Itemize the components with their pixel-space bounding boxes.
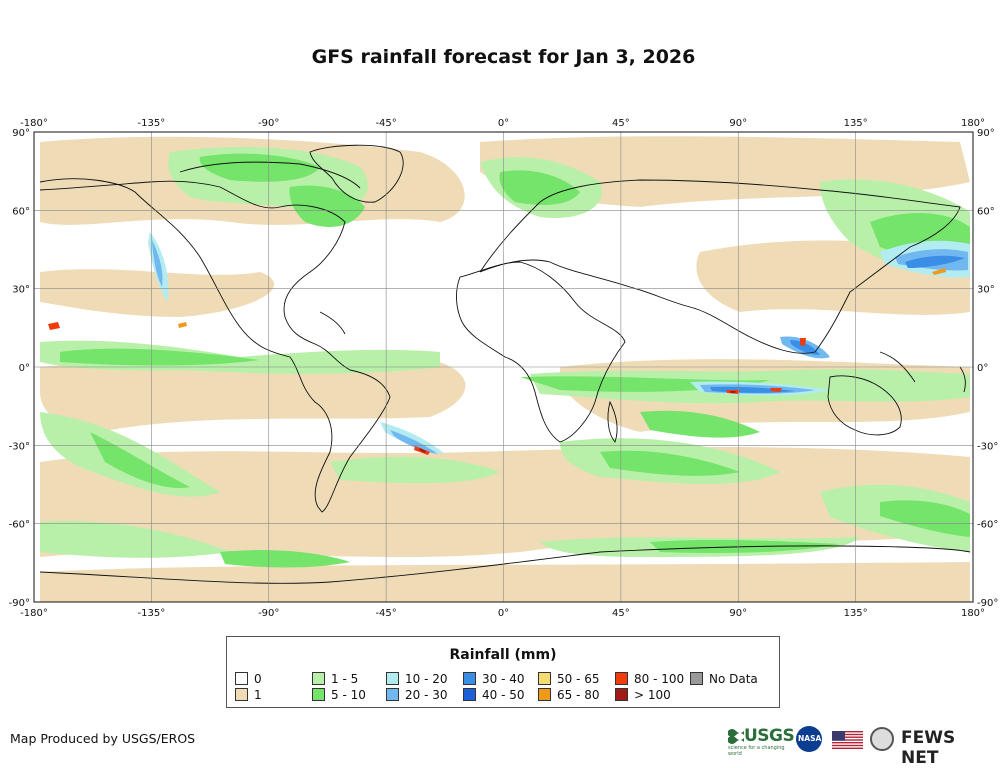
legend-item: 50 - 65 (538, 672, 600, 686)
legend-swatch (235, 672, 248, 685)
legend-item: 30 - 40 (463, 672, 525, 686)
legend-label: 50 - 65 (557, 672, 600, 686)
lat-tick-right: -90° (977, 598, 998, 609)
lon-tick-bottom: 90° (729, 608, 747, 619)
rainfall-map: -180° -180° -135° -135° -90° -90° -45° -45° 0° 0°… (9, 118, 999, 619)
legend-item: 0 (235, 672, 262, 686)
legend-label: 30 - 40 (482, 672, 525, 686)
lat-tick-right: -30° (977, 441, 998, 452)
legend-swatch (463, 672, 476, 685)
legend-label: 1 (254, 688, 262, 702)
legend-label: 1 - 5 (331, 672, 359, 686)
lat-tick-right: 90° (977, 128, 995, 139)
nasa-wordmark: NASA (798, 734, 822, 743)
lat-tick-left: -90° (9, 598, 30, 609)
lon-tick-bottom: -180° (20, 608, 48, 619)
axis-ticks: -180° -180° -135° -135° -90° -90° -45° -45° 0° 0°… (9, 118, 999, 619)
lon-tick-top: 0° (498, 118, 509, 129)
legend-swatch (615, 672, 628, 685)
lat-tick-right: 60° (977, 206, 995, 217)
legend-label: 40 - 50 (482, 688, 525, 702)
legend-swatch (463, 688, 476, 701)
legend-item: 65 - 80 (538, 688, 600, 702)
map-title: GFS rainfall forecast for Jan 3, 2026 (311, 46, 696, 68)
legend-label: > 100 (634, 688, 671, 702)
legend-swatch (312, 672, 325, 685)
lon-tick-top: 180° (961, 118, 985, 129)
lat-tick-right: 30° (977, 285, 995, 296)
lat-tick-left: 30° (12, 285, 30, 296)
lon-tick-top: 135° (844, 118, 868, 129)
legend-item: 80 - 100 (615, 672, 684, 686)
lon-tick-bottom: 180° (961, 608, 985, 619)
legend-label: 5 - 10 (331, 688, 366, 702)
map-area: -180° -180° -135° -135° -90° -90° -45° -45° 0° 0°… (0, 112, 1007, 622)
legend-label: 20 - 30 (405, 688, 448, 702)
lat-tick-right: -60° (977, 520, 998, 531)
lon-tick-bottom: -45° (375, 608, 396, 619)
usgs-tagline: science for a changing world (728, 745, 785, 757)
lon-tick-top: 45° (612, 118, 630, 129)
legend-swatch (312, 688, 325, 701)
legend-swatch (538, 672, 551, 685)
lon-tick-bottom: -135° (138, 608, 166, 619)
rainfall-field (39, 136, 971, 602)
legend-item: No Data (690, 672, 758, 686)
legend: Rainfall (mm) 0 1 1 - 5 5 - 10 10 - 20 20 - 3… (226, 636, 780, 708)
lat-tick-left: 0° (19, 363, 30, 374)
map-credit: Map Produced by USGS/EROS (10, 731, 196, 746)
us-flag-icon (832, 731, 863, 749)
legend-label: 65 - 80 (557, 688, 600, 702)
legend-swatch (386, 688, 399, 701)
legend-item: 1 (235, 688, 262, 702)
lat-tick-left: -60° (9, 520, 30, 531)
state-department-seal-icon (870, 727, 894, 751)
lat-tick-left: 90° (12, 128, 30, 139)
lon-tick-top: -90° (258, 118, 279, 129)
usgs-logo: USGS science for a changing world (728, 724, 795, 757)
legend-swatch (690, 672, 703, 685)
lat-tick-left: 60° (12, 206, 30, 217)
map-frame (33, 131, 974, 603)
legend-item: 10 - 20 (386, 672, 448, 686)
lon-tick-bottom: 135° (844, 608, 868, 619)
legend-item: > 100 (615, 688, 671, 702)
legend-label: 0 (254, 672, 262, 686)
legend-swatch (538, 688, 551, 701)
legend-item: 40 - 50 (463, 688, 525, 702)
nasa-logo: NASA (796, 726, 822, 752)
usgs-wordmark: USGS (744, 726, 795, 746)
legend-item: 20 - 30 (386, 688, 448, 702)
lon-tick-top: -45° (375, 118, 396, 129)
lon-tick-top: -180° (20, 118, 48, 129)
lon-tick-bottom: 0° (498, 608, 509, 619)
fews-net-wordmark: FEWS NET (901, 728, 956, 768)
legend-swatch (386, 672, 399, 685)
legend-title: Rainfall (mm) (449, 647, 557, 663)
legend-swatch (615, 688, 628, 701)
legend-label: 80 - 100 (634, 672, 685, 686)
lon-tick-top: -135° (138, 118, 166, 129)
legend-item: 1 - 5 (312, 672, 358, 686)
legend-item: 5 - 10 (312, 688, 366, 702)
legend-swatch (235, 688, 248, 701)
lon-tick-top: 90° (729, 118, 747, 129)
legend-label: 10 - 20 (405, 672, 448, 686)
legend-label: No Data (709, 672, 758, 686)
usgs-wave-icon (728, 729, 744, 744)
lon-tick-bottom: -90° (258, 608, 279, 619)
logo-bar: USGS science for a changing world NASA F… (728, 724, 996, 768)
lat-tick-right: 0° (977, 363, 988, 374)
lat-tick-left: -30° (9, 441, 30, 452)
lon-tick-bottom: 45° (612, 608, 630, 619)
